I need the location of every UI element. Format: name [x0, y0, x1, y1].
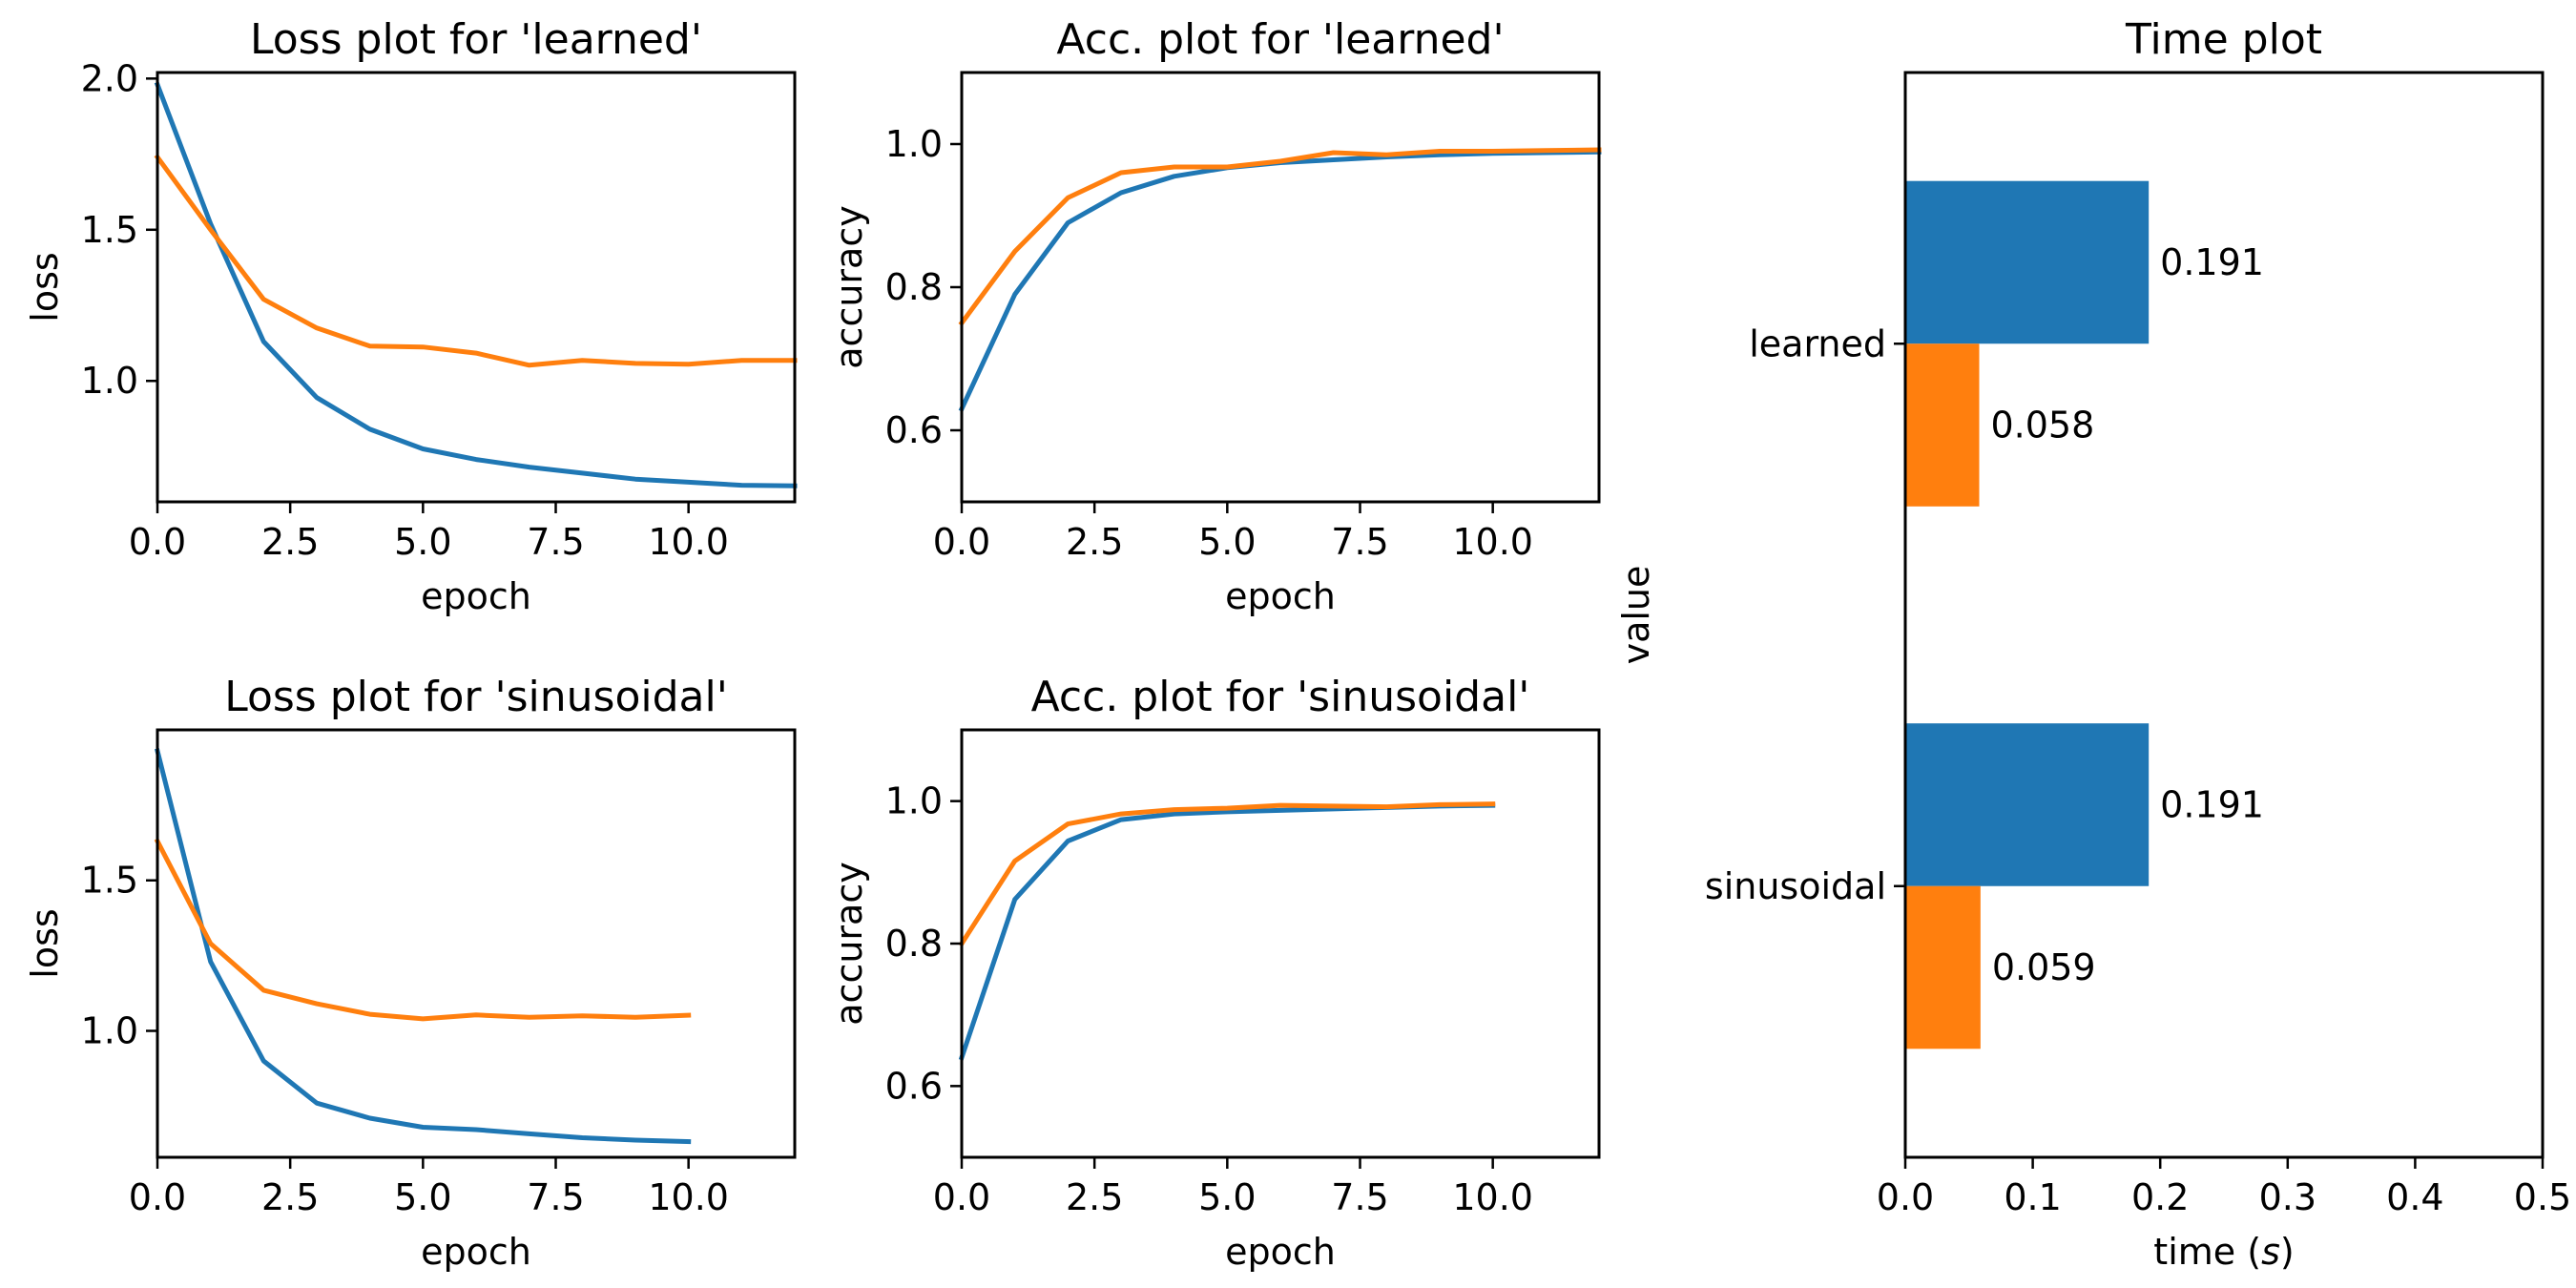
- series-line-1: [958, 149, 1602, 412]
- x-tick-label: 7.5: [527, 521, 584, 563]
- x-axis-label-part: s: [2261, 1231, 2280, 1273]
- chart-acc-learned: Acc. plot for 'learned' 0.0 2.5 5.0 7.5 10.0 0…: [828, 15, 1602, 617]
- x-tick-label: 5.0: [1198, 1176, 1256, 1218]
- bar-value-label: 0.191: [2160, 241, 2264, 283]
- chart-title: Time plot: [2125, 15, 2322, 64]
- x-axis-label: epoch: [421, 1231, 531, 1273]
- x-tick-label: 2.5: [1066, 1176, 1123, 1218]
- chart-loss-sinusoidal: Loss plot for 'sinusoidal' 0.0 2.5 5.0 7.5 10…: [24, 673, 797, 1273]
- x-tick-label: 5.0: [394, 521, 451, 563]
- bar-value-label: 0.059: [1992, 946, 2096, 988]
- x-tick-label: 0.1: [2004, 1176, 2061, 1218]
- x-tick-label: 10.0: [1452, 521, 1533, 563]
- x-tick-label: 0.4: [2386, 1176, 2443, 1218]
- series-line-2: [154, 154, 798, 368]
- x-tick-label: 0.3: [2259, 1176, 2316, 1218]
- y-tick-label: 0.6: [885, 409, 943, 451]
- chart-title: Loss plot for 'learned': [250, 15, 702, 64]
- x-tick-label: 0.0: [933, 1176, 990, 1218]
- x-tick-label: 7.5: [527, 1176, 584, 1218]
- series-line-1: [154, 748, 692, 1145]
- plot-frame: [156, 728, 797, 1159]
- x-tick-label: 0.2: [2131, 1176, 2189, 1218]
- y-tick-label: 1.0: [885, 123, 943, 165]
- bar-learned-1: [1905, 180, 2150, 344]
- plot-frame: [960, 71, 1601, 504]
- y-tick-label: learned: [1749, 322, 1886, 364]
- x-tick-label: 2.5: [261, 521, 319, 563]
- y-tick-label: 1.5: [81, 860, 138, 902]
- y-tick-label: 0.6: [885, 1065, 943, 1107]
- x-tick-label: 7.5: [1331, 521, 1388, 563]
- x-tick-label: 10.0: [648, 1176, 729, 1218]
- bar-value-label: 0.058: [1990, 405, 2094, 447]
- y-tick-label: 2.0: [81, 57, 138, 99]
- y-axis-label: accuracy: [828, 205, 870, 368]
- y-axis-label: accuracy: [828, 862, 870, 1025]
- y-axis-label: loss: [24, 908, 66, 978]
- x-tick-label: 0.0: [129, 1176, 186, 1218]
- x-axis-label: time (s): [2153, 1231, 2294, 1273]
- x-tick-label: 5.0: [1198, 521, 1256, 563]
- series-line-2: [154, 838, 692, 1022]
- bar-sinusoidal-1: [1905, 723, 2150, 886]
- chart-title: Loss plot for 'sinusoidal': [224, 673, 728, 721]
- y-axis-label: loss: [24, 252, 66, 322]
- series-line-2: [958, 147, 1602, 326]
- x-tick-label: 7.5: [1331, 1176, 1388, 1218]
- y-tick-label: 0.8: [885, 266, 943, 308]
- chart-title: Acc. plot for 'sinusoidal': [1031, 673, 1530, 721]
- bar-value-label: 0.191: [2160, 783, 2264, 825]
- x-tick-label: 5.0: [394, 1176, 451, 1218]
- x-axis-label: epoch: [421, 575, 531, 617]
- x-tick-label: 10.0: [648, 521, 729, 563]
- series-line-1: [154, 81, 798, 488]
- x-tick-label: 2.5: [261, 1176, 319, 1218]
- x-tick-label: 10.0: [1452, 1176, 1533, 1218]
- plot-frame: [156, 71, 797, 504]
- plot-frame: [1903, 71, 2545, 1159]
- y-tick-label: 1.5: [81, 209, 138, 251]
- x-tick-label: 0.5: [2514, 1176, 2571, 1218]
- chart-acc-sinusoidal: Acc. plot for 'sinusoidal' 0.0 2.5 5.0 7.5 10…: [828, 673, 1601, 1273]
- x-tick-label: 0.0: [1877, 1176, 1934, 1218]
- y-tick-label: 1.0: [885, 780, 943, 822]
- series-line-2: [958, 801, 1496, 947]
- y-axis-label: value: [1615, 566, 1657, 665]
- x-axis-label-part: time (: [2153, 1231, 2261, 1273]
- y-tick-label: sinusoidal: [1705, 865, 1886, 907]
- bar-sinusoidal-2: [1905, 885, 1981, 1049]
- x-tick-label: 0.0: [933, 521, 990, 563]
- chart-time-plot: Time plot 0.191 0.058 learned 0.191 0.059 sinu…: [1615, 15, 2571, 1273]
- y-tick-label: 1.0: [81, 360, 138, 402]
- y-tick-label: 0.8: [885, 923, 943, 965]
- chart-title: Acc. plot for 'learned': [1056, 15, 1504, 64]
- x-tick-label: 2.5: [1066, 521, 1123, 563]
- x-axis-label: epoch: [1225, 575, 1336, 617]
- x-axis-label-part: ): [2280, 1231, 2295, 1273]
- chart-loss-learned: Loss plot for 'learned' 0.0 2.5 5.0 7.5 10.0 1…: [24, 15, 798, 617]
- y-tick-label: 1.0: [81, 1009, 138, 1051]
- x-axis-label: epoch: [1225, 1231, 1336, 1273]
- plot-frame: [960, 728, 1601, 1159]
- x-tick-label: 0.0: [129, 521, 186, 563]
- bar-learned-2: [1905, 343, 1980, 507]
